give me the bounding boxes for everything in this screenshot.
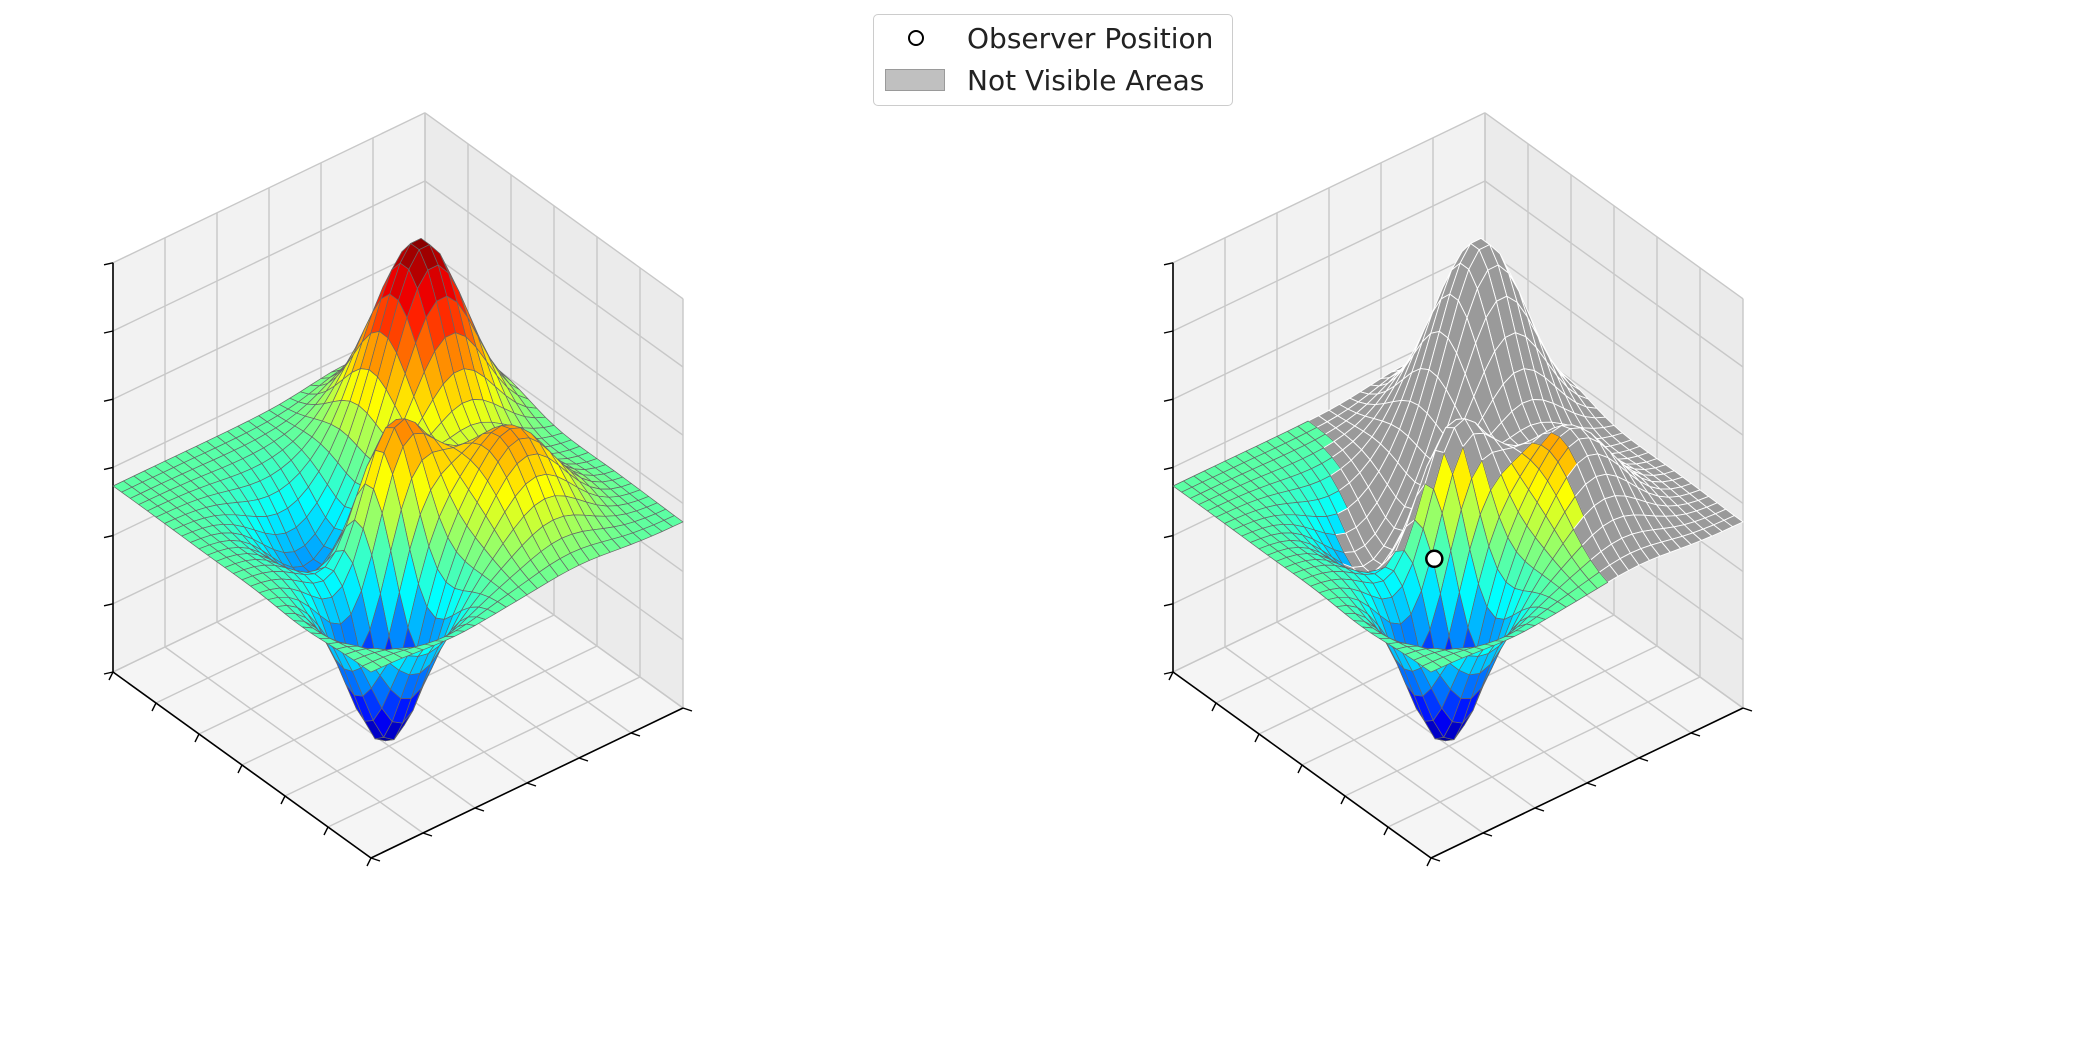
y-tick (1430, 857, 1441, 862)
back-gridline (1484, 112, 1744, 300)
z-tick (103, 671, 114, 675)
y-tick (682, 707, 693, 712)
axes-right-3d (1163, 112, 1753, 867)
observer-point (1425, 549, 1444, 569)
z-tick (1163, 466, 1174, 471)
z-tick (1163, 262, 1174, 266)
y-tick (1586, 782, 1597, 787)
y-tick (1690, 732, 1701, 737)
z-tick (103, 466, 114, 471)
z-tick (103, 262, 114, 266)
x-tick (280, 795, 286, 805)
x-tick (1297, 764, 1303, 774)
observer-marker-icon (908, 30, 924, 46)
y-tick (526, 782, 537, 787)
y-tick (1638, 757, 1649, 762)
side-gridline (1172, 248, 1486, 400)
y-tick (578, 757, 589, 762)
legend-label-observer: Observer Position (967, 22, 1214, 55)
y-tick (1742, 707, 1753, 712)
back-gridline (1484, 248, 1744, 436)
back-gridline (1484, 180, 1744, 368)
side-gridline (1172, 112, 1486, 264)
side-gridline (112, 112, 426, 264)
x-tick (1254, 733, 1260, 743)
z-tick (103, 398, 114, 402)
legend-entry-observer: Observer Position (874, 18, 1232, 58)
z-tick (103, 603, 114, 607)
side-gridline (112, 248, 426, 400)
legend: Observer Position Not Visible Areas (873, 14, 1233, 106)
legend-entry-not-visible: Not Visible Areas (874, 60, 1232, 100)
z-tick (1163, 534, 1174, 539)
z-tick (1163, 671, 1174, 675)
not-visible-patch-icon (885, 69, 945, 91)
surface-cell (362, 661, 382, 673)
axes-left-3d (103, 112, 693, 867)
legend-label-not-visible: Not Visible Areas (967, 64, 1205, 97)
y-tick (1534, 807, 1545, 812)
side-gridline (1172, 180, 1486, 332)
y-tick (474, 807, 485, 812)
y-tick (370, 857, 381, 862)
x-tick (151, 702, 157, 712)
x-tick (108, 671, 114, 681)
x-tick (323, 826, 329, 836)
back-gridline (424, 180, 684, 368)
back-gridline (424, 112, 684, 300)
x-tick (1340, 795, 1346, 805)
y-tick (422, 832, 433, 837)
side-gridline (112, 180, 426, 332)
z-tick (103, 330, 114, 334)
z-tick (1163, 330, 1174, 334)
z-tick (1163, 398, 1174, 402)
x-tick (237, 764, 243, 774)
x-tick (1211, 702, 1217, 712)
x-tick (366, 857, 372, 867)
y-tick (630, 732, 641, 737)
back-gridline (424, 248, 684, 436)
z-tick (103, 534, 114, 539)
y-tick (1482, 832, 1493, 837)
x-tick (1168, 671, 1174, 681)
x-tick (1426, 857, 1432, 867)
z-tick (1163, 603, 1174, 607)
surface-cell (1422, 661, 1442, 673)
x-tick (1383, 826, 1389, 836)
x-tick (194, 733, 200, 743)
